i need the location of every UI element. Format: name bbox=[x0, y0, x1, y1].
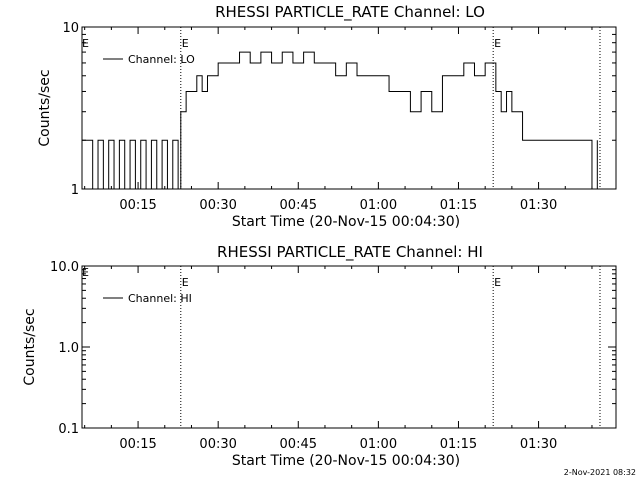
x-tick-label: 00:30 bbox=[199, 198, 236, 213]
plot-frame bbox=[81, 26, 617, 190]
x-tick-label: 00:45 bbox=[280, 437, 317, 452]
x-tick-label: 00:15 bbox=[119, 198, 156, 213]
x-axis-label: Start Time (20-Nov-15 00:04:30) bbox=[232, 453, 460, 469]
x-tick-label: 01:30 bbox=[520, 198, 557, 213]
y-tick-label: 1 bbox=[71, 183, 79, 198]
x-tick-label: 01:15 bbox=[440, 198, 477, 213]
x-tick-label: 00:15 bbox=[119, 437, 156, 452]
y-axis-label: Counts/sec bbox=[22, 308, 38, 385]
y-axis-ticks: 0.1 1.0 10.0 bbox=[50, 260, 616, 437]
y-axis-ticks: 1 10 bbox=[62, 21, 616, 198]
y-tick-label: 10.0 bbox=[50, 260, 79, 275]
x-tick-label: 01:00 bbox=[360, 437, 397, 452]
x-tick-label: 01:00 bbox=[360, 198, 397, 213]
event-marker-label: E bbox=[494, 37, 501, 50]
event-marker-label: E bbox=[182, 276, 189, 289]
x-axis-ticks: 00:15 00:30 00:45 01:00 01:15 01:30 bbox=[84, 27, 593, 213]
series-line-lo bbox=[82, 51, 598, 190]
edge-marker-label: E bbox=[82, 37, 89, 50]
event-marker-label: E bbox=[494, 276, 501, 289]
edge-marker-label: E bbox=[82, 266, 89, 279]
event-marker-label: E bbox=[182, 37, 189, 50]
y-tick-label: 10 bbox=[62, 21, 79, 36]
x-tick-label: 01:15 bbox=[440, 437, 477, 452]
chart-hi: RHESSI PARTICLE_RATE Channel: HI 00:15 00… bbox=[22, 243, 617, 469]
footer-timestamp: 2-Nov-2021 08:32 bbox=[564, 468, 636, 477]
y-axis-label: Counts/sec bbox=[37, 69, 53, 146]
x-axis-label: Start Time (20-Nov-15 00:04:30) bbox=[232, 214, 460, 230]
plot-frame bbox=[81, 265, 617, 429]
y-tick-label: 1.0 bbox=[58, 341, 79, 356]
chart-lo: RHESSI PARTICLE_RATE Channel: LO 00:15 00… bbox=[37, 3, 617, 230]
chart-title: RHESSI PARTICLE_RATE Channel: HI bbox=[217, 243, 483, 262]
y-tick-label: 0.1 bbox=[58, 422, 79, 437]
legend-label: Channel: HI bbox=[128, 292, 192, 305]
x-tick-label: 00:30 bbox=[199, 437, 236, 452]
legend-label: Channel: LO bbox=[128, 53, 195, 66]
x-axis-ticks: 00:15 00:30 00:45 01:00 01:15 01:30 bbox=[84, 266, 593, 452]
x-tick-label: 01:30 bbox=[520, 437, 557, 452]
x-tick-label: 00:45 bbox=[280, 198, 317, 213]
chart-title: RHESSI PARTICLE_RATE Channel: LO bbox=[215, 3, 485, 22]
